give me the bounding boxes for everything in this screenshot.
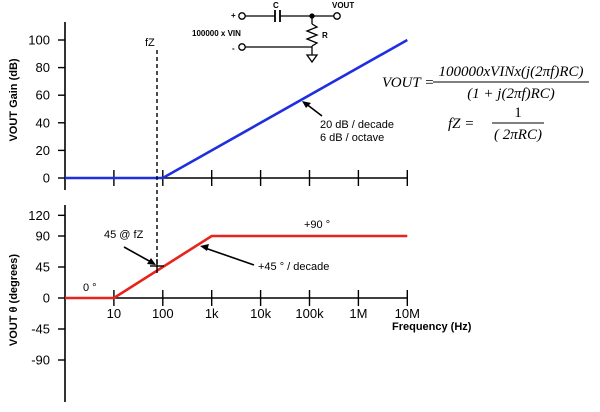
phase-y-tick-label: -45 bbox=[31, 322, 50, 337]
fz-marker-label: fZ bbox=[145, 37, 155, 49]
gain-y-tick-label: 0 bbox=[43, 171, 50, 186]
phase-x-tick-label: 100 bbox=[152, 306, 174, 321]
vout-equation-denominator: (1 + j(2πf)RC) bbox=[467, 86, 555, 102]
phase-x-tick-label: 1k bbox=[205, 306, 219, 321]
transfer-equations: VOUT = 100000xVINx(j(2πf)RC) (1 + j(2πf)… bbox=[382, 64, 589, 143]
phase-x-axis-title: Frequency (Hz) bbox=[392, 321, 472, 333]
fz-equation-denominator: ( 2πRC) bbox=[494, 127, 542, 143]
phase-y-tick-label: 45 bbox=[36, 260, 50, 275]
fz-equation-lhs: fZ = bbox=[448, 116, 474, 132]
gain-y-tick-label: 40 bbox=[36, 115, 50, 130]
vout-equation-lhs: VOUT = bbox=[382, 75, 434, 91]
resistor-label: R bbox=[322, 31, 328, 40]
phase-zero-label: 0 ° bbox=[83, 282, 97, 294]
input-minus-terminal bbox=[238, 43, 246, 51]
phase-y-tick-label: 120 bbox=[28, 208, 50, 223]
gain-annotation-line1: 20 dB / decade bbox=[320, 119, 394, 131]
phase-x-tick-label: 100k bbox=[295, 306, 324, 321]
phase-series-line bbox=[65, 234, 408, 300]
phase-x-ticks: 10 100 1k 10k 100k 1M 10M bbox=[107, 290, 420, 321]
resistor-zigzag bbox=[305, 23, 319, 47]
phase-panel: 120 90 45 0 -45 -90 10 100 1k 10k 100k 1M 10M VOUT … bbox=[8, 205, 472, 402]
fz-equation-numerator: 1 bbox=[514, 105, 522, 121]
phase-slope-arrow bbox=[204, 247, 255, 266]
gain-y-tick-label: 80 bbox=[36, 60, 50, 75]
gain-panel: 0 20 40 60 80 100 VOUT Gain (dB) 20 dB / deca… bbox=[8, 22, 408, 190]
gain-y-axis-title: VOUT Gain (dB) bbox=[8, 58, 20, 141]
circuit-minus-label: - bbox=[232, 44, 235, 53]
phase-ninety-label: +90 ° bbox=[304, 219, 330, 231]
phase-x-tick-label: 10k bbox=[250, 306, 271, 321]
rc-circuit-diagram: + - 100000 x VIN C VOUT R bbox=[192, 1, 354, 64]
gain-series-line bbox=[65, 38, 408, 180]
gain-y-tick-label: 20 bbox=[36, 143, 50, 158]
gain-y-tick-label: 100 bbox=[28, 33, 50, 48]
gain-annotation-line2: 6 dB / octave bbox=[320, 132, 384, 144]
output-terminal bbox=[333, 12, 341, 20]
ground-symbol bbox=[305, 54, 319, 64]
phase-fz-label: 45 @ fZ bbox=[104, 229, 144, 241]
vout-equation-numerator: 100000xVINx(j(2πf)RC) bbox=[439, 64, 584, 80]
phase-slope-label: +45 ° / decade bbox=[258, 261, 329, 273]
capacitor-label: C bbox=[273, 1, 279, 10]
phase-fz-arrow bbox=[123, 246, 152, 263]
gain-ticks: 0 20 40 60 80 100 bbox=[28, 33, 65, 186]
gain-annotation-arrowhead bbox=[302, 101, 311, 108]
phase-y-tick-label: -90 bbox=[31, 353, 50, 368]
output-label: VOUT bbox=[332, 1, 354, 10]
phase-x-tick-label: 10M bbox=[395, 306, 420, 321]
phase-fz-arrowhead bbox=[147, 258, 156, 265]
input-plus-terminal bbox=[238, 12, 246, 20]
phase-y-tick-label: 0 bbox=[43, 291, 50, 306]
circuit-plus-label: + bbox=[231, 11, 236, 20]
circuit-source-label: 100000 x VIN bbox=[192, 29, 241, 38]
phase-y-axis-title: VOUT θ (degrees) bbox=[8, 254, 20, 346]
gain-y-tick-label: 60 bbox=[36, 88, 50, 103]
phase-x-tick-label: 10 bbox=[107, 306, 121, 321]
phase-slope-arrowhead bbox=[200, 244, 209, 251]
phase-y-tick-label: 90 bbox=[36, 229, 50, 244]
phase-x-tick-label: 1M bbox=[349, 306, 367, 321]
phase-ticks: 120 90 45 0 -45 -90 bbox=[28, 208, 65, 368]
